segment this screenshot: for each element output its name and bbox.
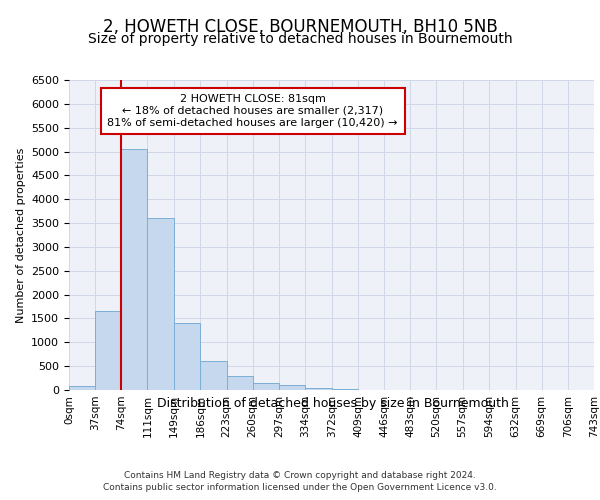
Bar [332, 389, 358, 390]
Bar [200, 362, 227, 390]
Text: Distribution of detached houses by size in Bournemouth: Distribution of detached houses by size … [157, 398, 509, 410]
Text: Contains public sector information licensed under the Open Government Licence v3: Contains public sector information licen… [103, 484, 497, 492]
Bar [174, 323, 200, 390]
Bar [69, 386, 95, 390]
Text: 2, HOWETH CLOSE, BOURNEMOUTH, BH10 5NB: 2, HOWETH CLOSE, BOURNEMOUTH, BH10 5NB [103, 18, 497, 36]
Text: Contains HM Land Registry data © Crown copyright and database right 2024.: Contains HM Land Registry data © Crown c… [124, 471, 476, 480]
Text: 2 HOWETH CLOSE: 81sqm
← 18% of detached houses are smaller (2,317)
81% of semi-d: 2 HOWETH CLOSE: 81sqm ← 18% of detached … [107, 94, 398, 128]
Text: Size of property relative to detached houses in Bournemouth: Size of property relative to detached ho… [88, 32, 512, 46]
Bar [121, 149, 148, 390]
Y-axis label: Number of detached properties: Number of detached properties [16, 148, 26, 322]
Bar [148, 218, 174, 390]
Bar [253, 383, 279, 390]
Bar [279, 385, 305, 390]
Bar [227, 376, 253, 390]
Bar [305, 388, 332, 390]
Bar [95, 312, 121, 390]
